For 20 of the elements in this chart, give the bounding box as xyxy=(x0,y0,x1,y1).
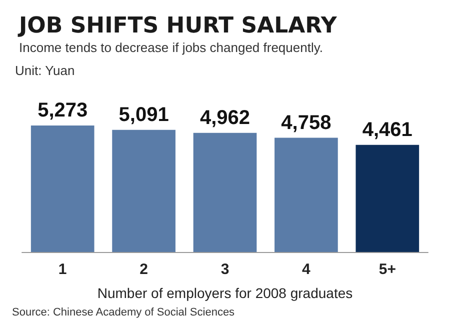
x-tick-label: 3 xyxy=(220,261,230,278)
x-tick-label: 1 xyxy=(58,261,67,278)
chart-title: JOB SHIFTS HURT SALARY xyxy=(17,14,338,38)
bar xyxy=(274,138,338,252)
bar xyxy=(112,130,176,252)
x-axis-title: Number of employers for 2008 graduates xyxy=(97,285,353,301)
x-tick-label: 4 xyxy=(302,261,312,278)
data-label: 4,962 xyxy=(200,106,250,129)
source-note: Source: Chinese Academy of Social Sciences xyxy=(12,306,236,318)
bar xyxy=(193,132,257,252)
data-label: 4,461 xyxy=(362,118,412,141)
chart-subtitle: Income tends to decrease if jobs changed frequently. xyxy=(19,40,324,55)
bar xyxy=(356,144,420,252)
x-tick-label: 5+ xyxy=(378,261,396,278)
data-label: 5,091 xyxy=(118,104,169,126)
data-label: 4,758 xyxy=(281,112,332,134)
text: Unit: Yuan xyxy=(15,63,75,78)
bar xyxy=(30,125,94,252)
x-tick-label: 2 xyxy=(140,261,148,278)
data-label: 5,273 xyxy=(38,99,88,122)
